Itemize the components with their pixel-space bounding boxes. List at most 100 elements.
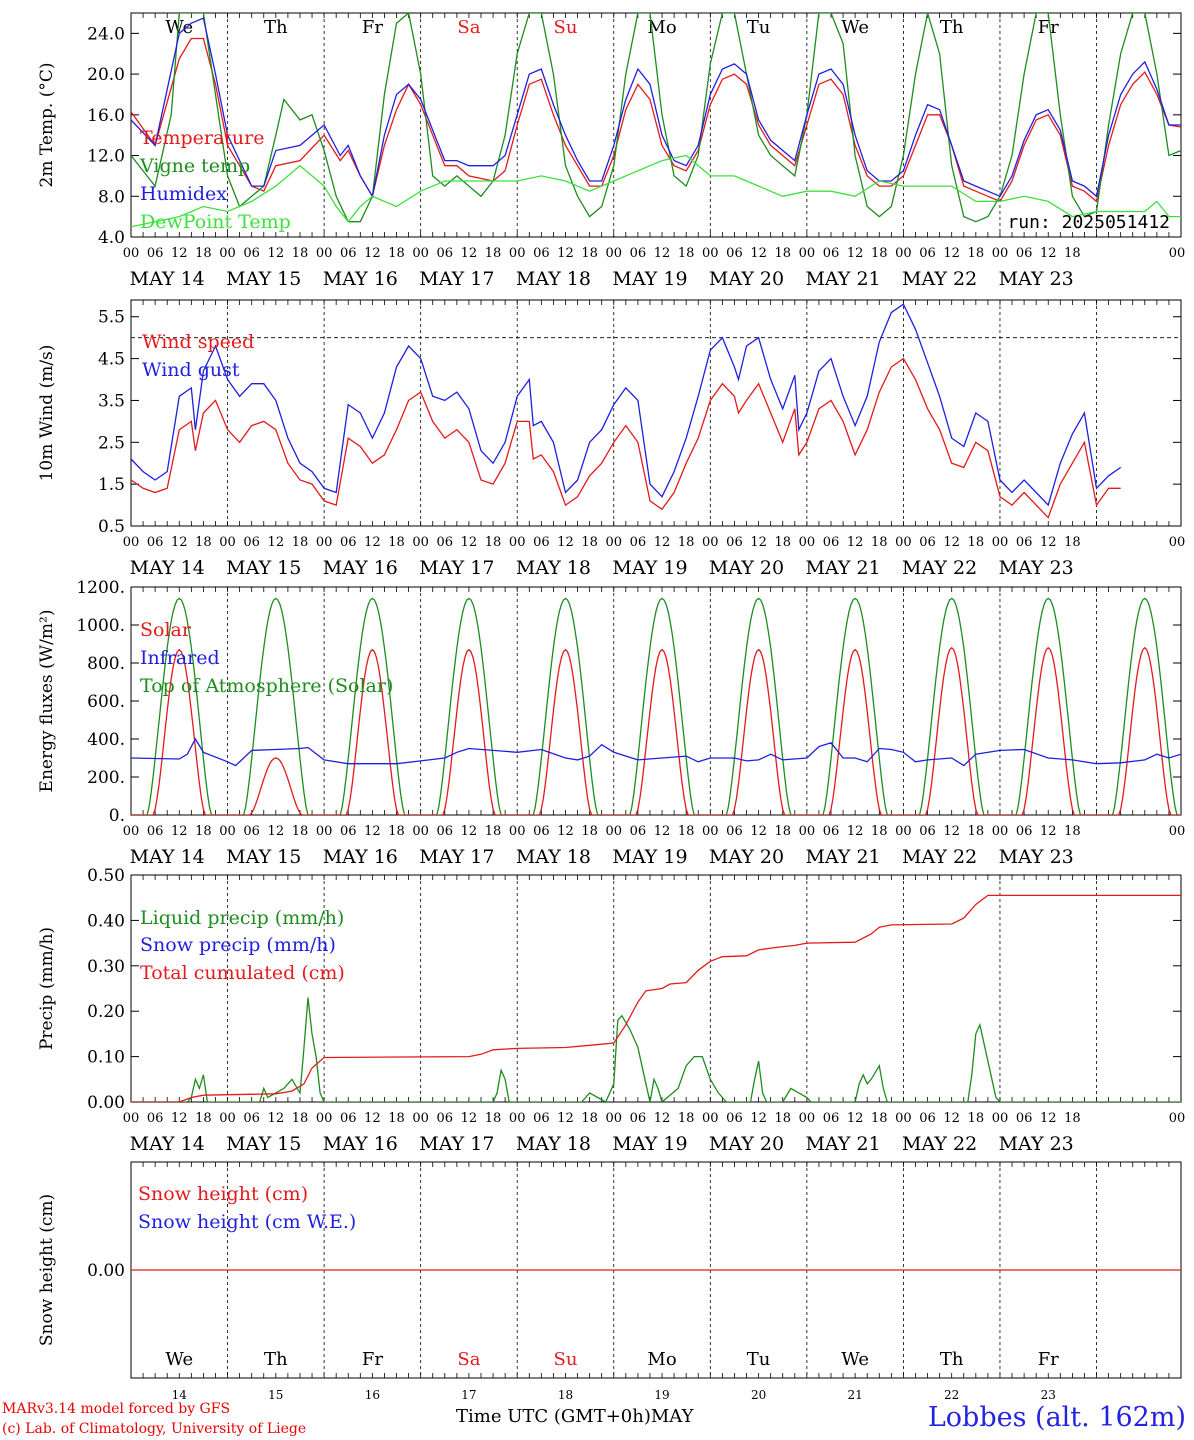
hour-tick-label: 18 xyxy=(871,246,888,261)
time-axis-label: Time UTC (GMT+0h)MAY xyxy=(456,1406,693,1427)
legend-entry: Temperature xyxy=(140,127,264,149)
hour-tick-label: 06 xyxy=(243,535,260,550)
hour-tick-label: 06 xyxy=(147,824,164,839)
hour-tick-label: 06 xyxy=(533,824,550,839)
hour-tick-label: 00 xyxy=(605,1111,622,1126)
hour-tick-label: 12 xyxy=(847,1111,864,1126)
date-label: MAY 17 xyxy=(419,268,494,290)
hour-tick-label: 00 xyxy=(412,1111,429,1126)
weekday-label: Su xyxy=(554,1349,578,1370)
hour-tick-label: 12 xyxy=(847,824,864,839)
day-number-label: 14 xyxy=(172,1388,188,1402)
hour-tick-label: 12 xyxy=(461,246,478,261)
legend-entry: DewPoint Temp xyxy=(140,211,291,233)
hour-tick-label: 00 xyxy=(123,824,140,839)
hour-tick-label: 12 xyxy=(268,246,285,261)
lab-credit: (c) Lab. of Climatology, University of L… xyxy=(2,1421,307,1437)
date-label: MAY 20 xyxy=(709,846,784,868)
weekday-label: Th xyxy=(940,1349,964,1370)
date-label: MAY 14 xyxy=(130,268,205,290)
y-axis-label: 10m Wind (m/s) xyxy=(37,345,57,482)
date-label: MAY 18 xyxy=(516,846,591,868)
date-label: MAY 19 xyxy=(612,268,687,290)
hour-tick-label: 06 xyxy=(340,535,357,550)
weekday-label: Th xyxy=(940,17,964,38)
hour-tick-label: 00 xyxy=(316,824,333,839)
weekday-label: Th xyxy=(264,1349,288,1370)
hour-tick-label: 18 xyxy=(871,535,888,550)
hour-tick-label: 18 xyxy=(774,1111,791,1126)
hour-tick-label: 18 xyxy=(678,535,695,550)
hour-tick-label: 00 xyxy=(509,535,526,550)
hour-tick-label: 18 xyxy=(581,824,598,839)
y-tick-label: 600. xyxy=(87,692,125,712)
hour-tick-label: 00 xyxy=(895,246,912,261)
hour-tick-label: 12 xyxy=(171,824,188,839)
hour-tick-label: 18 xyxy=(968,246,985,261)
hour-tick-label: 00 xyxy=(992,535,1009,550)
weekday-label: Th xyxy=(264,17,288,38)
hour-tick-label: 00 xyxy=(219,246,236,261)
hour-tick-label: 12 xyxy=(268,535,285,550)
y-tick-label: 0.00 xyxy=(87,1261,125,1281)
hour-tick-label: 06 xyxy=(726,535,743,550)
date-label: MAY 21 xyxy=(805,846,880,868)
model-credit: MARv3.14 model forced by GFS xyxy=(2,1401,231,1417)
hour-tick-label: 12 xyxy=(654,1111,671,1126)
hour-tick-label: 18 xyxy=(581,246,598,261)
date-label: MAY 15 xyxy=(226,557,301,579)
run-label: run: 2025051412 xyxy=(1007,212,1170,233)
hour-tick-label: 00 xyxy=(219,535,236,550)
date-label: MAY 17 xyxy=(419,557,494,579)
hour-tick-label: 12 xyxy=(461,535,478,550)
hour-tick-label: 18 xyxy=(388,824,405,839)
hour-tick-label: 00 xyxy=(702,246,719,261)
hour-tick-label: 12 xyxy=(943,1111,960,1126)
hour-tick-label: 00 xyxy=(509,1111,526,1126)
y-tick-label: 0.10 xyxy=(87,1048,125,1068)
day-number-label: 19 xyxy=(654,1388,669,1402)
date-label: MAY 15 xyxy=(226,846,301,868)
hour-tick-label: 06 xyxy=(919,1111,936,1126)
day-number-label: 20 xyxy=(751,1388,766,1402)
date-label: MAY 23 xyxy=(999,268,1074,290)
date-label: MAY 20 xyxy=(709,557,784,579)
hour-tick-label: 12 xyxy=(461,824,478,839)
hour-tick-label: 12 xyxy=(364,1111,381,1126)
date-label: MAY 15 xyxy=(226,268,301,290)
hour-tick-label: 06 xyxy=(823,535,840,550)
hour-tick-label: 06 xyxy=(630,824,647,839)
date-label: MAY 22 xyxy=(902,557,977,579)
weekday-label: Fr xyxy=(1038,1349,1059,1370)
hour-tick-label: 06 xyxy=(1016,1111,1033,1126)
y-tick-label: 4.0 xyxy=(98,228,125,248)
hour-tick-label: 12 xyxy=(557,1111,574,1126)
hour-tick-label: 06 xyxy=(919,246,936,261)
y-tick-label: 0.40 xyxy=(87,911,125,931)
y-tick-label: 0. xyxy=(109,806,125,826)
hour-tick-label: 18 xyxy=(871,1111,888,1126)
legend-entry: Snow precip (mm/h) xyxy=(140,934,336,956)
hour-tick-label: 18 xyxy=(485,1111,502,1126)
y-tick-label: 24.0 xyxy=(87,24,125,44)
weekday-label: Fr xyxy=(1038,17,1059,38)
y-axis-label: Precip (mm/h) xyxy=(37,927,57,1050)
hour-tick-label: 00 xyxy=(605,246,622,261)
date-label: MAY 23 xyxy=(999,557,1074,579)
hour-tick-label: 18 xyxy=(774,824,791,839)
hour-tick-label: 18 xyxy=(678,246,695,261)
y-tick-label: 1000. xyxy=(76,616,125,636)
date-label: MAY 19 xyxy=(612,1133,687,1155)
date-label: MAY 21 xyxy=(805,268,880,290)
hour-tick-label: 00 xyxy=(412,824,429,839)
day-number-label: 18 xyxy=(558,1388,573,1402)
hour-tick-label: 00 xyxy=(605,535,622,550)
date-label: MAY 19 xyxy=(612,557,687,579)
hour-tick-label: 06 xyxy=(243,824,260,839)
hour-tick-label: 00 xyxy=(992,824,1009,839)
day-number-label: 22 xyxy=(944,1388,959,1402)
y-tick-label: 1.5 xyxy=(98,475,125,495)
hour-tick-label: 18 xyxy=(968,824,985,839)
date-label: MAY 14 xyxy=(130,1133,205,1155)
